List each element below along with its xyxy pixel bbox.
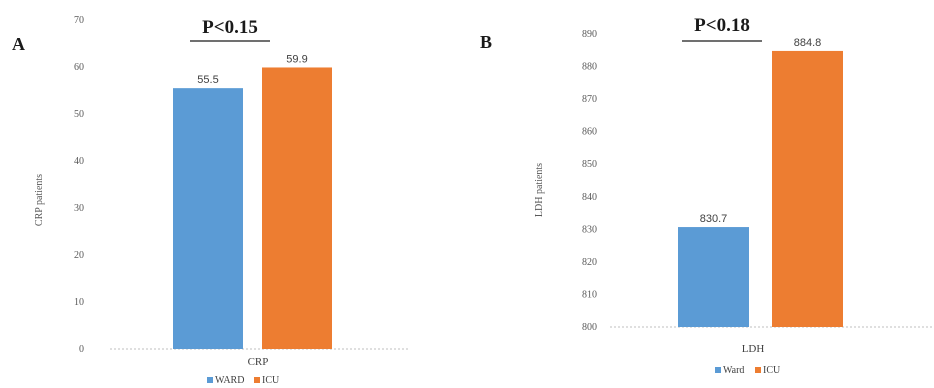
- bar-icu: [772, 50, 843, 327]
- y-tick-label: 60: [74, 62, 84, 73]
- y-tick-label: 850: [582, 159, 597, 170]
- legend-label-series2: ICU: [262, 375, 280, 386]
- p-value-annotation: P<0.15: [202, 17, 258, 38]
- data-label-ward: 830.7: [700, 213, 728, 225]
- y-tick-label: 70: [74, 15, 84, 26]
- legend-label-series1: Ward: [723, 365, 744, 376]
- bar-ward: [678, 227, 749, 327]
- panel-label: B: [480, 32, 492, 52]
- chart-panel-a: A P<0.15 CRP patients 0 10 20 30 40 50 60 70 55…: [12, 15, 408, 386]
- data-label-ward: 55.5: [197, 74, 218, 86]
- y-tick-label: 860: [582, 127, 597, 138]
- y-tick-label: 840: [582, 192, 597, 203]
- legend-label-series2: ICU: [763, 365, 781, 376]
- ldh-bar-chart: B P<0.18 LDH patients 800 810 820 830 840 850…: [480, 15, 934, 376]
- legend-label-series1: WARD: [215, 375, 244, 386]
- y-tick-label: 810: [582, 289, 597, 300]
- legend: Ward ICU: [715, 365, 781, 376]
- y-axis-label: LDH patients: [534, 163, 545, 217]
- y-axis-label: CRP patients: [34, 174, 45, 226]
- y-tick-label: 820: [582, 257, 597, 268]
- bar-ward: [173, 88, 243, 350]
- x-category-label: CRP: [248, 356, 269, 368]
- x-category-label: LDH: [742, 343, 765, 355]
- legend-swatch-series1: [715, 367, 721, 373]
- y-tick-label: 0: [79, 344, 84, 355]
- p-value-annotation: P<0.18: [694, 15, 750, 36]
- legend: WARD ICU: [207, 375, 280, 386]
- legend-swatch-series2: [755, 367, 761, 373]
- y-tick-label: 890: [582, 29, 597, 40]
- y-tick-label: 800: [582, 322, 597, 333]
- legend-swatch-series2: [254, 377, 260, 383]
- legend-swatch-series1: [207, 377, 213, 383]
- y-tick-label: 880: [582, 62, 597, 73]
- crp-bar-chart: A P<0.15 CRP patients 0 10 20 30 40 50 60 70 55…: [12, 15, 408, 386]
- bar-icu: [262, 67, 332, 349]
- y-tick-label: 50: [74, 109, 84, 120]
- y-tick-label: 40: [74, 156, 84, 167]
- data-label-icu: 884.8: [794, 37, 822, 49]
- y-tick-label: 20: [74, 250, 84, 261]
- y-tick-label: 870: [582, 94, 597, 105]
- y-tick-label: 830: [582, 224, 597, 235]
- y-tick-label: 10: [74, 297, 84, 308]
- chart-panel-b: B P<0.18 LDH patients 800 810 820 830 840 850…: [470, 0, 934, 388]
- data-label-icu: 59.9: [286, 53, 307, 65]
- panel-label: A: [12, 34, 25, 54]
- y-tick-label: 30: [74, 203, 84, 214]
